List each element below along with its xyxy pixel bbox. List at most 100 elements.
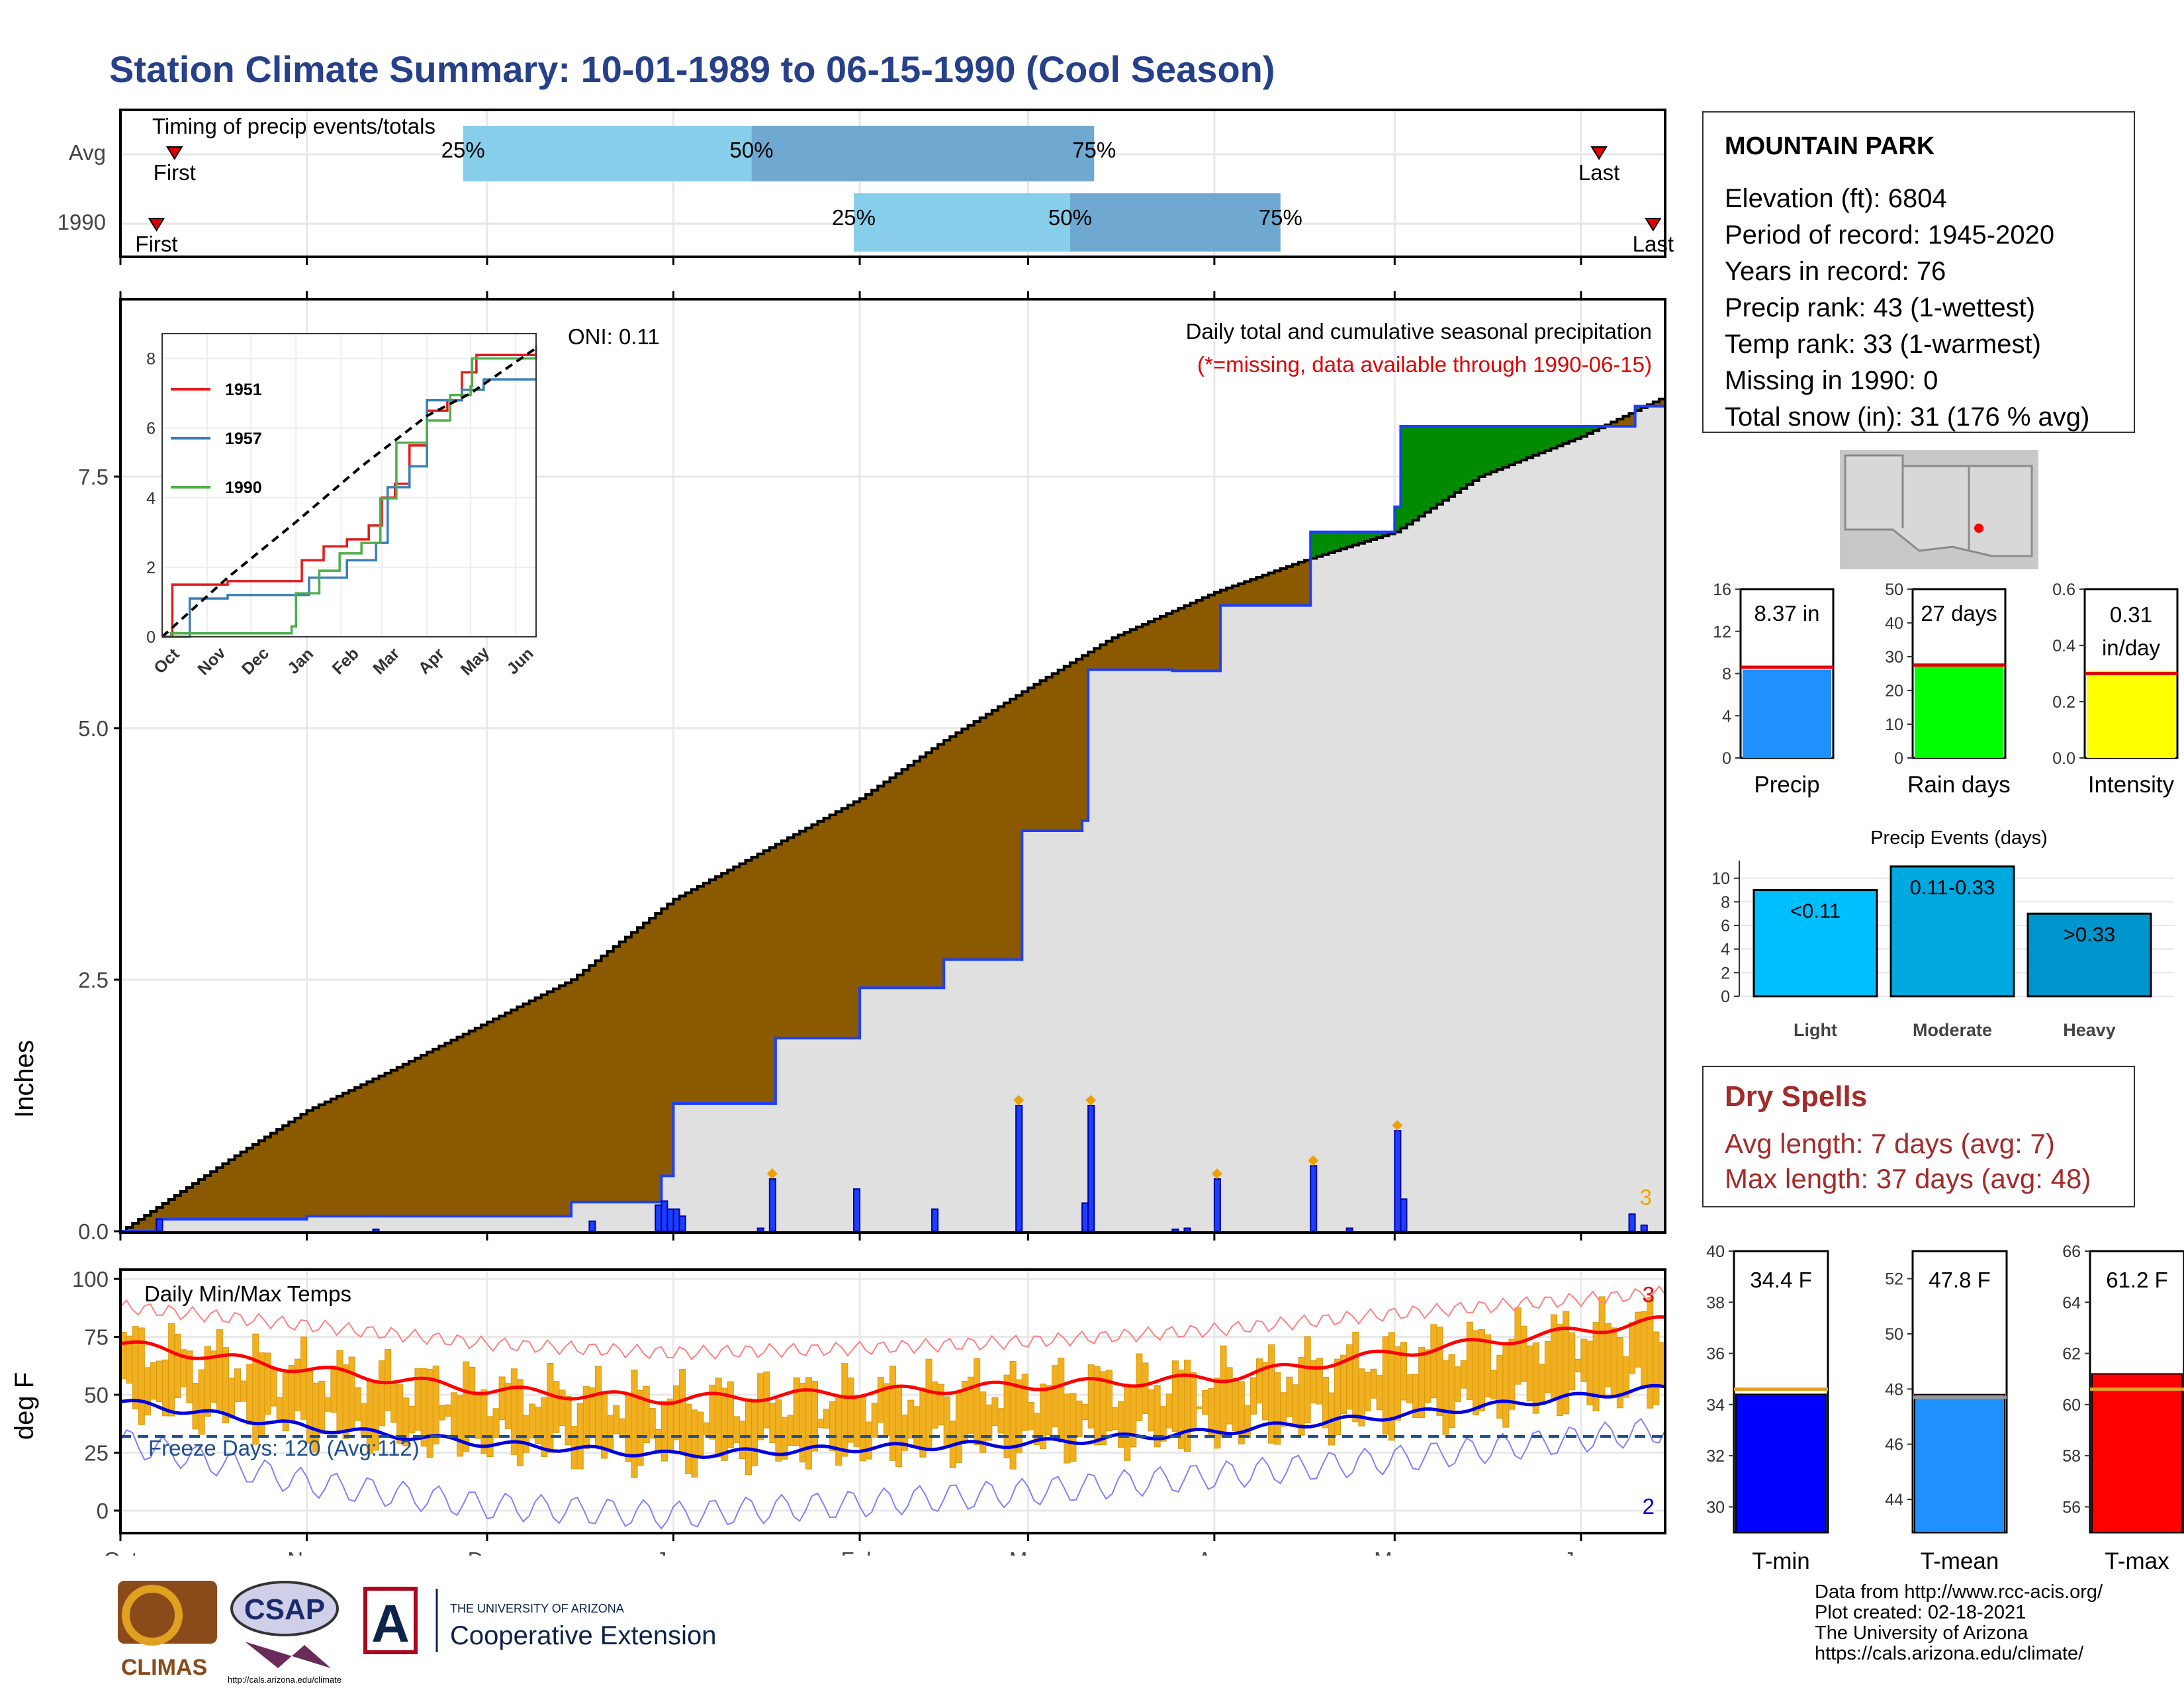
daily-temp-bar bbox=[1442, 1360, 1449, 1435]
inset-x-tick: Dec bbox=[238, 644, 273, 679]
y-tick-label: 50 bbox=[84, 1383, 109, 1407]
temp-summary-category-label: T-max bbox=[2105, 1548, 2169, 1574]
daily-temp-bar bbox=[450, 1392, 458, 1438]
y-tick-label: 0 bbox=[97, 1499, 109, 1523]
temp-frame bbox=[119, 1268, 1666, 1534]
station-line: Missing in 1990: 0 bbox=[1725, 366, 1938, 395]
daily-precip-bar bbox=[678, 1215, 686, 1232]
timing-frame bbox=[119, 109, 1666, 258]
y-tick-label: 7.5 bbox=[78, 465, 109, 489]
daily-temp-bar bbox=[619, 1418, 626, 1438]
daily-precip-bar bbox=[1183, 1227, 1191, 1232]
timing-p75-label: 75% bbox=[1259, 205, 1302, 230]
inset-y-tick: 2 bbox=[146, 559, 156, 577]
credit-line: Plot created: 02-18-2021 bbox=[1815, 1602, 2026, 1623]
daily-temp-bar bbox=[342, 1364, 349, 1439]
daily-temp-bar bbox=[1250, 1377, 1257, 1415]
daily-temp-bar bbox=[1334, 1358, 1342, 1436]
y-tick-label: 2.5 bbox=[78, 968, 109, 992]
daily-precip-bar bbox=[1640, 1224, 1648, 1233]
daily-temp-bar bbox=[1622, 1356, 1630, 1398]
events-category-label: Heavy bbox=[2063, 1020, 2116, 1039]
inset-frame bbox=[161, 333, 537, 637]
inset-x-tick: Oct bbox=[150, 645, 183, 678]
daily-temp-bar bbox=[1376, 1374, 1383, 1411]
events-bar-heavy bbox=[2026, 912, 2152, 998]
x-tick-label: Feb bbox=[841, 1548, 879, 1556]
record-max-line bbox=[120, 1285, 1666, 1360]
svg-text:CLIMAS: CLIMAS bbox=[121, 1655, 207, 1680]
daily-temp-bar bbox=[715, 1378, 722, 1458]
daily-temp-bar bbox=[1610, 1327, 1617, 1397]
daily-temp-bar bbox=[270, 1367, 277, 1407]
daily-temp-bar bbox=[1352, 1331, 1359, 1423]
temp-summary-y-tick: 52 bbox=[1885, 1270, 1903, 1289]
daily-temp-bar bbox=[1105, 1370, 1113, 1432]
observed-cumulative-line bbox=[120, 389, 1666, 1233]
climas-logo: CLIMAS bbox=[118, 1581, 217, 1680]
daily-temp-bar bbox=[300, 1336, 308, 1420]
daily-temp-bar bbox=[1484, 1334, 1492, 1398]
csap-logo: CSAP http://cals.arizona.edu/climate bbox=[228, 1581, 341, 1685]
daily-temp-bar bbox=[955, 1390, 962, 1463]
daily-temp-bar bbox=[883, 1383, 890, 1436]
daily-precip-bar bbox=[1015, 1105, 1023, 1232]
summary-y-tick: 10 bbox=[1885, 716, 1903, 734]
daily-temp-bar bbox=[529, 1403, 536, 1439]
daily-temp-bar bbox=[1557, 1324, 1564, 1417]
daily-temp-bar bbox=[306, 1368, 314, 1444]
summary-value-label: 0.31 bbox=[2110, 602, 2152, 627]
temp-summary-category-label: T-min bbox=[1752, 1548, 1810, 1574]
summary-category-label: Precip bbox=[1754, 772, 1819, 798]
daily-temp-bar bbox=[492, 1408, 500, 1438]
daily-precip-bar bbox=[1087, 1105, 1095, 1232]
daily-temp-bar bbox=[216, 1329, 223, 1411]
daily-temp-bar bbox=[757, 1373, 764, 1440]
daily-temp-bar bbox=[985, 1404, 993, 1441]
summary-y-tick: 0.0 bbox=[2052, 749, 2075, 768]
freeze-days-label: Freeze Days: 120 (Avg:112) bbox=[148, 1436, 420, 1460]
inset-x-tick: Mar bbox=[369, 644, 403, 678]
temp-summary-y-tick: 38 bbox=[1706, 1293, 1725, 1312]
daily-temp-bar bbox=[390, 1383, 398, 1423]
y-tick-label: 5.0 bbox=[78, 716, 109, 741]
daily-temp-bar bbox=[1460, 1360, 1467, 1389]
events-bar-moderate bbox=[1889, 865, 2015, 998]
daily-temp-bar bbox=[631, 1370, 638, 1478]
daily-temp-bar bbox=[895, 1385, 903, 1468]
avg-cumulative-line bbox=[120, 396, 1666, 1233]
daily-temp-bar bbox=[991, 1397, 999, 1426]
events-bar-label: <0.11 bbox=[1790, 900, 1841, 923]
svg-text:CSAP: CSAP bbox=[244, 1593, 325, 1626]
daily-temp-bar bbox=[817, 1419, 825, 1429]
precip-chart: 0.0 2.5 5.0 7.5 Inches ONI: 0.11 Daily tota… bbox=[10, 291, 1666, 1244]
daily-temp-bar bbox=[823, 1409, 831, 1429]
avg-min-line bbox=[120, 1383, 1666, 1460]
timing-p50-label: 50% bbox=[1048, 205, 1092, 230]
timing-first-marker bbox=[148, 218, 165, 232]
x-tick-label: Jun bbox=[1563, 1548, 1598, 1556]
timing-last-label: Last bbox=[1633, 232, 1674, 256]
y-tick-label: 75 bbox=[84, 1325, 109, 1350]
temp-summary-y-tick: 56 bbox=[2062, 1498, 2081, 1517]
daily-precip-bar bbox=[372, 1228, 380, 1232]
snow-marker bbox=[1211, 1168, 1222, 1179]
daily-temp-bar bbox=[565, 1395, 572, 1446]
daily-temp-bar bbox=[997, 1408, 1005, 1434]
daily-temp-bar bbox=[666, 1398, 674, 1450]
temp-summary-bar-t-min bbox=[1735, 1393, 1827, 1533]
summary-value-label: in/day bbox=[2102, 635, 2161, 660]
temp-summary-y-tick: 60 bbox=[2062, 1396, 2081, 1415]
events-category-label: Light bbox=[1794, 1020, 1837, 1039]
daily-precip-bar bbox=[588, 1220, 596, 1233]
daily-temp-bar bbox=[1280, 1392, 1287, 1427]
daily-temp-bar bbox=[1448, 1354, 1455, 1429]
daily-temp-bar bbox=[1406, 1374, 1414, 1403]
daily-precip-bar bbox=[768, 1178, 776, 1232]
x-tick-label: Jan bbox=[656, 1548, 691, 1556]
daily-temp-bar bbox=[318, 1380, 326, 1434]
daily-temp-bar bbox=[829, 1401, 837, 1452]
daily-temp-bar bbox=[625, 1392, 632, 1462]
daily-precip-bar bbox=[655, 1204, 662, 1232]
inset-legend-label: 1951 bbox=[225, 381, 262, 399]
